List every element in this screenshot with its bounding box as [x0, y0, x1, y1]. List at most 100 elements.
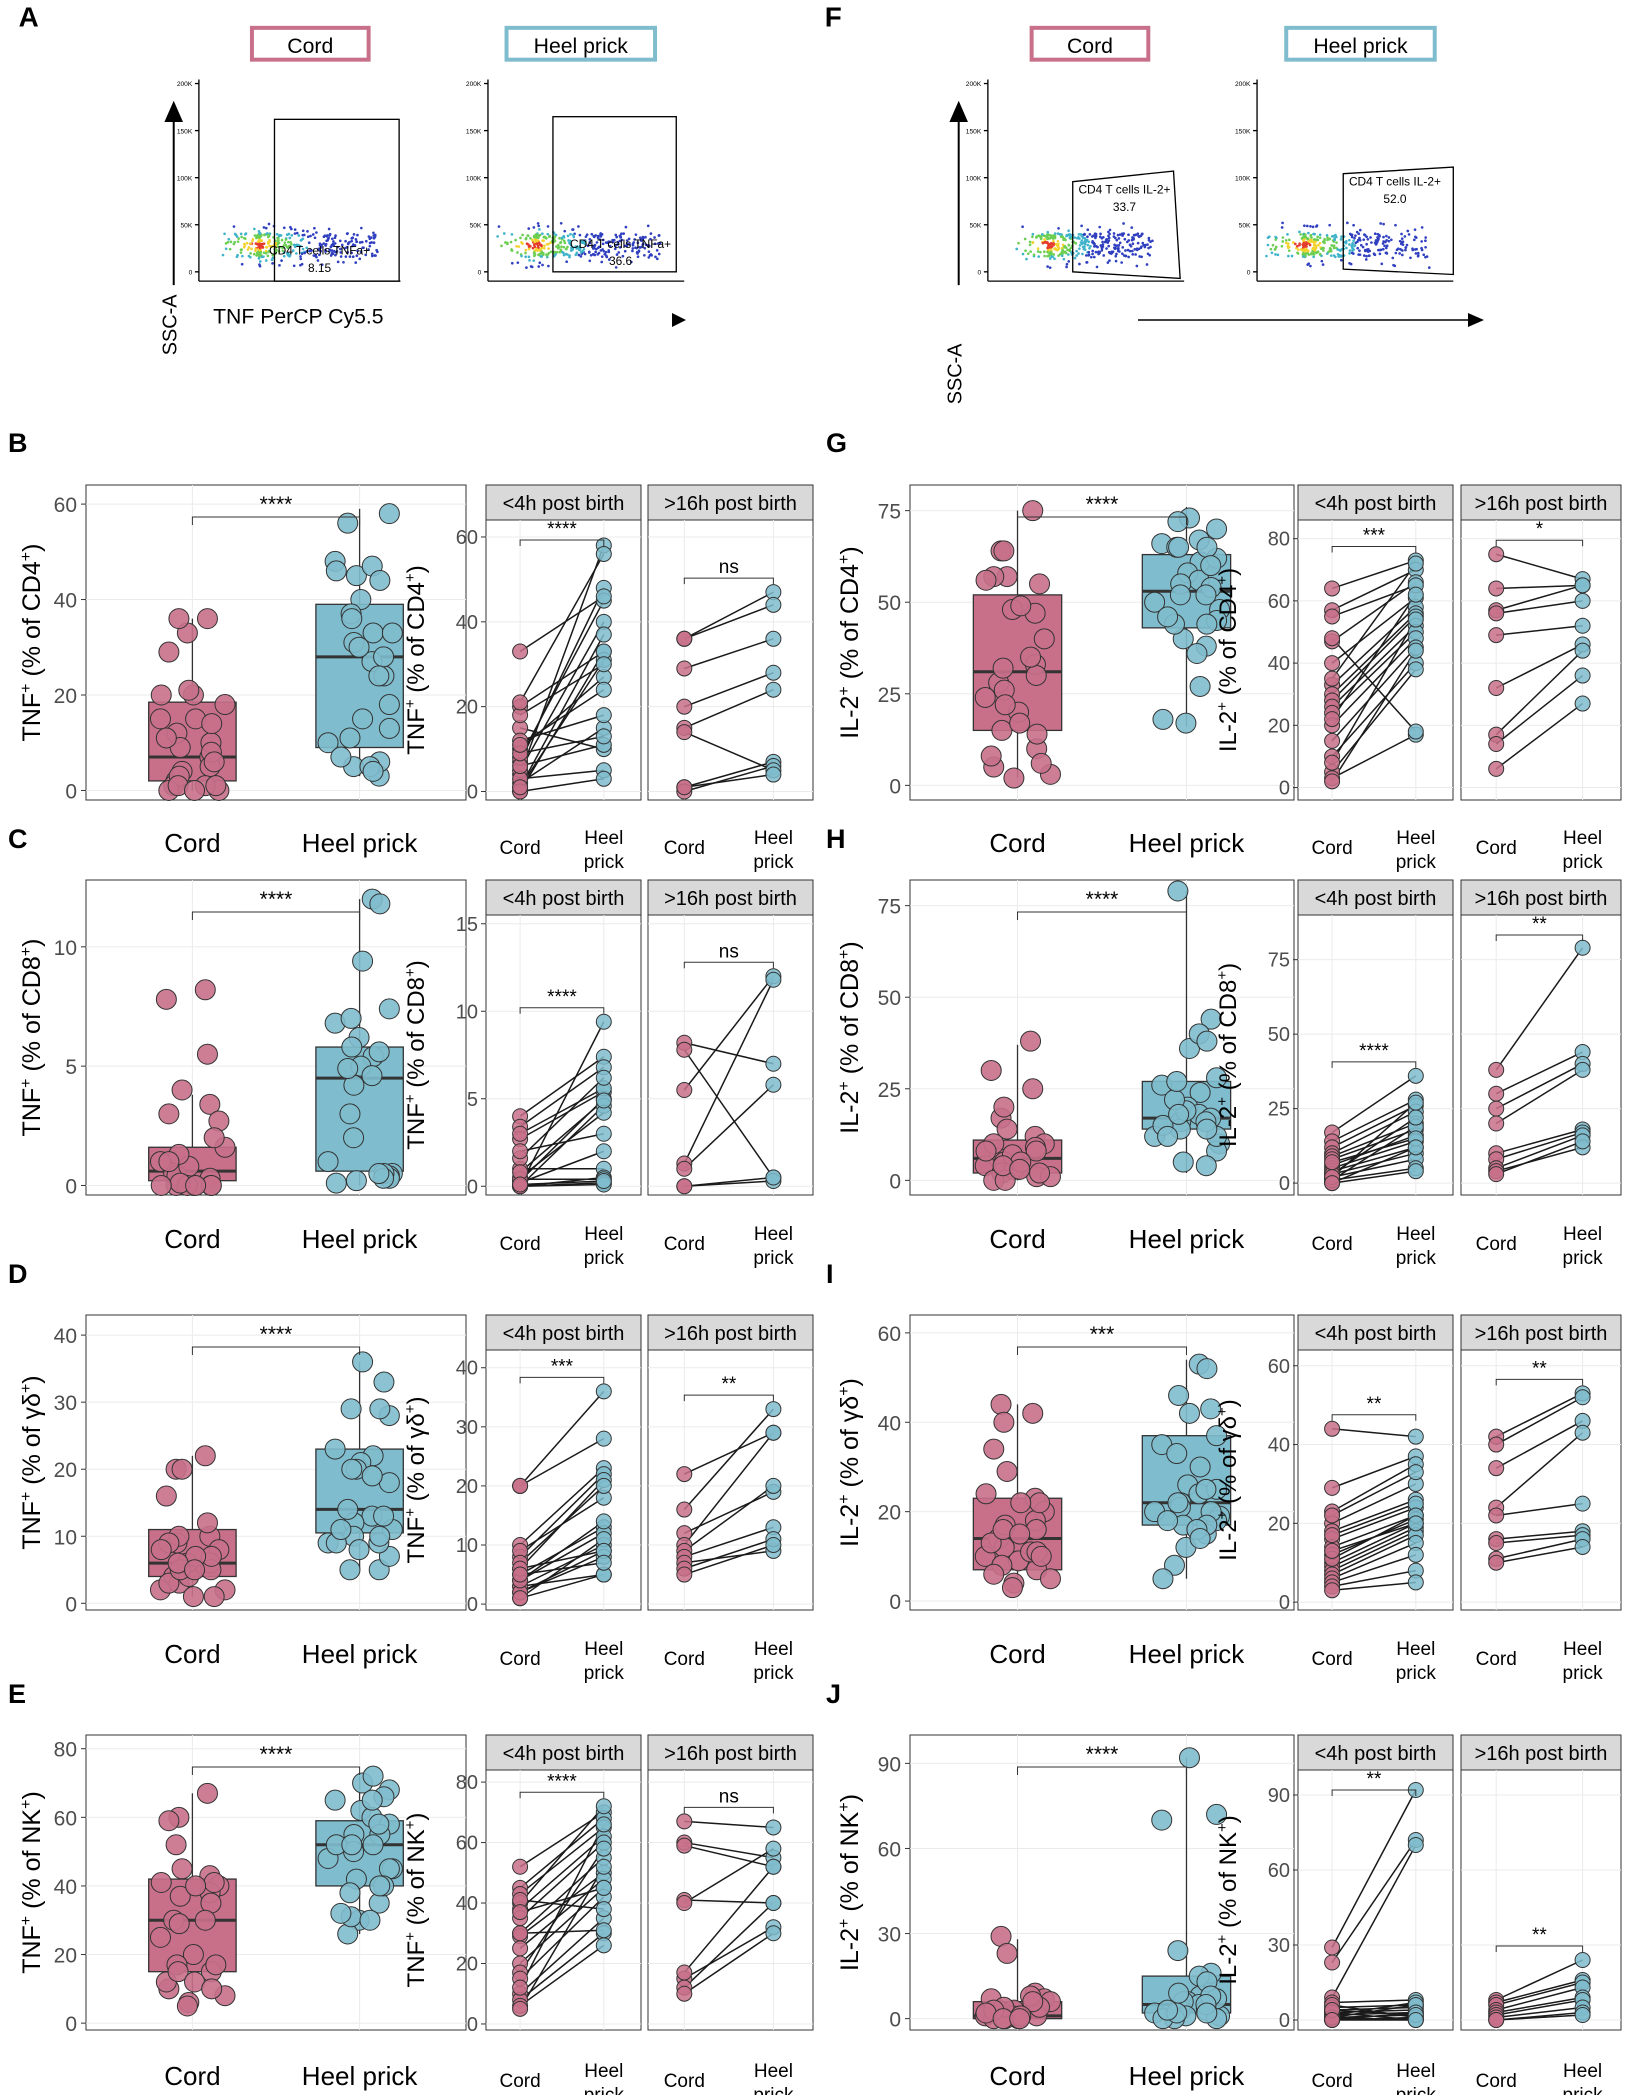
event-dot: [1380, 262, 1384, 266]
y-tick-label: 90: [878, 1753, 901, 1776]
event-dot: [1334, 233, 1337, 237]
event-dot: [502, 232, 506, 235]
event-dot: [1390, 238, 1393, 242]
event-dot: [532, 251, 536, 254]
data-point: [378, 503, 400, 525]
pair-line: [684, 773, 774, 789]
event-dot: [588, 259, 592, 263]
event-dot: [1136, 241, 1140, 245]
data-point: [1168, 1982, 1190, 2004]
data-point: [1168, 536, 1190, 558]
pair-line: [1331, 668, 1417, 773]
event-dot: [1356, 246, 1360, 250]
significance-label: **: [721, 1374, 736, 1395]
cord-point: [1324, 754, 1341, 771]
event-dot: [533, 235, 537, 239]
x-category-label: Cord: [1312, 1234, 1353, 1255]
y-axis-label: IL-2+ (% of γδ+): [836, 1378, 864, 1547]
pair-line: [1331, 1554, 1417, 1584]
significance-bracket: [519, 1376, 605, 1384]
pair-line: [683, 591, 774, 640]
pair-line: [519, 1805, 605, 1904]
event-dot: [515, 244, 518, 248]
event-dot: [276, 245, 280, 249]
significance-label: ****: [547, 519, 577, 540]
y-tick-label: 60: [456, 1833, 478, 1855]
data-point: [196, 608, 218, 630]
event-dot: [1080, 234, 1084, 238]
event-dot: [1130, 226, 1134, 229]
cord-point: [1324, 1939, 1341, 1956]
event-dot: [535, 242, 539, 246]
facet-frame: [647, 914, 814, 1196]
event-dot: [611, 238, 614, 242]
event-dot: [1404, 246, 1408, 249]
pair-line: [1331, 615, 1417, 701]
event-dot: [1090, 235, 1094, 238]
data-point: [168, 1913, 190, 1935]
event-dot: [1411, 248, 1415, 252]
event-dot: [1118, 241, 1122, 245]
y-tick-label: 50: [878, 987, 901, 1010]
event-dot: [289, 225, 292, 229]
pair-line: [683, 1408, 774, 1511]
event-dot: [249, 252, 252, 255]
event-dot: [591, 244, 595, 248]
event-dot: [1420, 248, 1424, 252]
heel-prick-point: [1407, 1109, 1424, 1126]
pair-line: [1331, 1158, 1416, 1178]
event-dot: [596, 236, 600, 240]
event-dot: [1141, 241, 1145, 245]
significance-label: **: [1367, 1769, 1382, 1790]
event-dot: [547, 247, 550, 250]
event-dot: [506, 242, 509, 246]
data-point: [1200, 1398, 1222, 1420]
event-dot: [532, 243, 536, 247]
y-tick-label: 0: [467, 1594, 478, 1616]
event-dot: [299, 263, 302, 267]
pair-line: [519, 1544, 605, 1588]
event-dot: [1348, 252, 1351, 255]
data-point: [343, 1127, 365, 1149]
flow-f-x-arrow-head: [1468, 313, 1484, 327]
y-tick-label: 80: [54, 1739, 77, 1762]
event-dot: [562, 239, 566, 243]
facet-frame: [1460, 1349, 1622, 1611]
event-dot: [613, 247, 617, 251]
y-tick-label: 200K: [1235, 81, 1251, 88]
data-point: [203, 1127, 225, 1149]
pair-line: [519, 1848, 605, 1973]
data-point: [1152, 708, 1174, 730]
event-dot: [1321, 263, 1325, 266]
event-dot: [531, 246, 535, 250]
event-dot: [1339, 258, 1343, 262]
significance-label: ns: [719, 941, 739, 962]
data-point: [1206, 518, 1228, 540]
event-dot: [1339, 238, 1343, 241]
significance-bracket: [683, 1394, 774, 1402]
data-point: [361, 1465, 383, 1487]
pair-line: [1495, 947, 1584, 1071]
event-dot: [1068, 236, 1072, 240]
x-category-label: Heel: [1563, 1224, 1602, 1245]
event-dot: [1291, 241, 1295, 244]
pair-line: [683, 1902, 774, 1989]
heel-prick-point: [765, 1537, 782, 1553]
panel-letter: A: [19, 2, 39, 33]
event-dot: [1351, 247, 1354, 250]
event-dot: [595, 241, 599, 244]
data-point: [369, 1525, 391, 1547]
data-point: [196, 1043, 218, 1065]
event-dot: [1309, 234, 1313, 238]
event-dot: [1032, 253, 1036, 257]
event-dot: [1306, 237, 1309, 241]
event-dot: [638, 245, 641, 249]
pair-line: [683, 1432, 774, 1546]
significance-bracket: [683, 577, 774, 585]
event-dot: [260, 242, 264, 246]
event-dot: [1065, 265, 1068, 269]
significance-bracket: [683, 961, 774, 969]
event-dot: [640, 245, 644, 249]
